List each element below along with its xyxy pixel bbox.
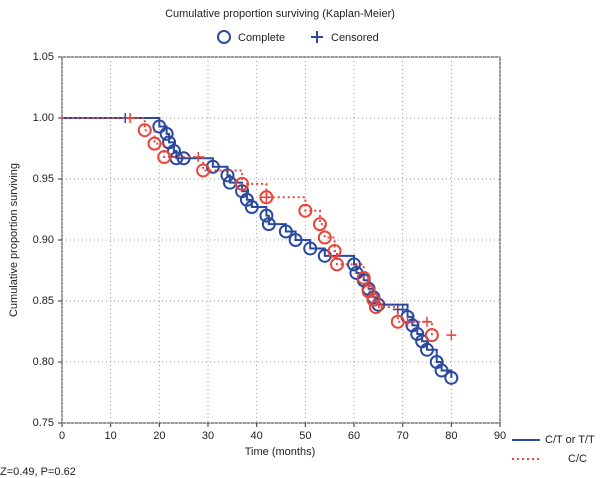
event-marker	[347, 257, 361, 272]
x-tick-label: 70	[397, 430, 409, 442]
censored-marker	[422, 316, 432, 327]
x-tick-label: 0	[59, 430, 65, 442]
x-tick-label: 50	[299, 430, 311, 442]
survival-curve	[62, 117, 453, 378]
y-tick-label: 1.05	[33, 51, 54, 63]
event-marker	[220, 168, 235, 183]
event-marker	[261, 217, 276, 232]
event-marker	[444, 370, 459, 385]
y-tick-label: 1.00	[33, 112, 54, 124]
event-marker	[259, 208, 274, 223]
event-marker	[235, 176, 250, 191]
censored-marker	[261, 192, 272, 203]
legend-label: C/T or T/T	[545, 434, 595, 446]
censored-marker	[402, 316, 413, 327]
event-marker	[176, 151, 191, 166]
event-marker	[317, 230, 332, 245]
y-tick-label: 0.95	[33, 173, 54, 185]
event-marker	[152, 119, 167, 134]
event-marker	[159, 126, 174, 141]
x-tick-label: 10	[105, 430, 117, 442]
event-marker	[137, 123, 152, 138]
y-tick-label: 0.80	[33, 356, 54, 368]
event-marker	[259, 190, 274, 205]
y-axis-label: Cumulative proportion surviving	[8, 163, 20, 317]
x-tick-label: 90	[494, 430, 506, 442]
survival-curve	[62, 117, 433, 336]
event-marker	[371, 297, 386, 312]
x-tick-label: 30	[202, 430, 214, 442]
event-marker	[298, 203, 313, 218]
event-marker	[424, 328, 439, 343]
x-tick-label: 20	[153, 430, 165, 442]
event-marker	[278, 224, 293, 239]
legend-censored-label: Censored	[331, 32, 379, 44]
legend-complete-marker	[217, 30, 231, 44]
annotation: Z=0.49, P=0.62	[0, 466, 76, 478]
event-marker	[147, 136, 162, 151]
censored-marker	[193, 152, 204, 163]
event-marker	[303, 241, 318, 256]
event-marker	[420, 342, 434, 357]
x-axis-label: Time (months)	[245, 446, 316, 458]
x-tick-label: 60	[348, 430, 360, 442]
event-marker	[196, 163, 211, 178]
event-marker	[368, 300, 383, 315]
y-tick-label: 0.90	[33, 234, 54, 246]
y-tick-label: 0.75	[33, 417, 54, 429]
chart-title: Cumulative proportion surviving (Kaplan-…	[165, 8, 395, 20]
event-marker	[327, 243, 342, 258]
x-tick-label: 80	[445, 430, 457, 442]
y-tick-label: 0.85	[33, 295, 54, 307]
legend-censored-marker	[311, 31, 323, 43]
event-marker	[312, 217, 327, 232]
event-marker	[288, 233, 303, 247]
censored-marker	[125, 113, 136, 123]
censored-marker	[397, 304, 408, 315]
legend-label: C/C	[568, 453, 587, 465]
event-marker	[329, 257, 344, 272]
event-marker	[366, 292, 381, 307]
x-tick-label: 40	[251, 430, 263, 442]
event-marker	[244, 200, 259, 215]
event-marker	[434, 363, 449, 378]
event-marker	[157, 150, 172, 165]
event-marker	[356, 270, 371, 285]
censored-marker	[446, 330, 457, 341]
legend-complete-label: Complete	[238, 32, 285, 44]
